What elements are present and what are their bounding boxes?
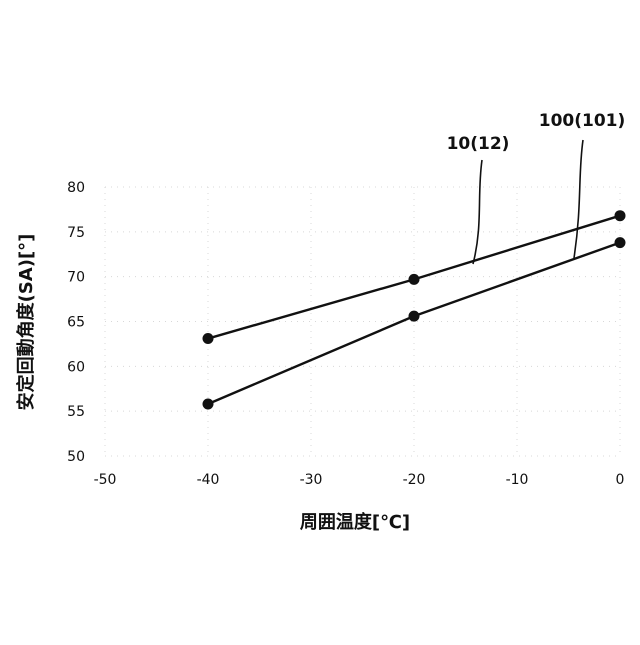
y-axis-title: 安定回動角度(SA)[°]	[15, 234, 37, 411]
y-tick-label: 65	[67, 315, 85, 331]
x-tick-label: -30	[300, 472, 323, 488]
data-point	[615, 237, 626, 248]
series-leader-line	[473, 160, 482, 264]
y-tick-label: 70	[67, 270, 85, 286]
data-point	[615, 210, 626, 221]
x-tick-label: -10	[506, 472, 529, 488]
data-point	[409, 274, 420, 285]
series-labels: 10(12) 100(101)	[447, 111, 626, 154]
series-leader-line	[574, 140, 583, 258]
data-point	[409, 311, 420, 322]
x-tick-label: 0	[616, 472, 625, 488]
x-axis-title: 周囲温度[℃]	[300, 511, 410, 533]
x-tick-labels: -50 -40 -30 -20 -10 0	[94, 472, 625, 488]
x-tick-label: -50	[94, 472, 117, 488]
x-tick-label: -20	[403, 472, 426, 488]
y-tick-label: 55	[67, 404, 85, 420]
data-point	[203, 398, 214, 409]
x-tick-label: -40	[197, 472, 220, 488]
series-label: 10(12)	[447, 134, 510, 154]
series-label: 100(101)	[539, 111, 626, 131]
y-tick-label: 80	[67, 180, 85, 196]
data-point	[203, 333, 214, 344]
grid	[105, 187, 620, 456]
y-tick-labels: 50 55 60 65 70 75 80	[67, 180, 85, 465]
series-leaders	[473, 140, 583, 264]
y-tick-label: 60	[67, 359, 85, 375]
y-tick-label: 75	[67, 225, 85, 241]
y-tick-label: 50	[67, 449, 85, 465]
